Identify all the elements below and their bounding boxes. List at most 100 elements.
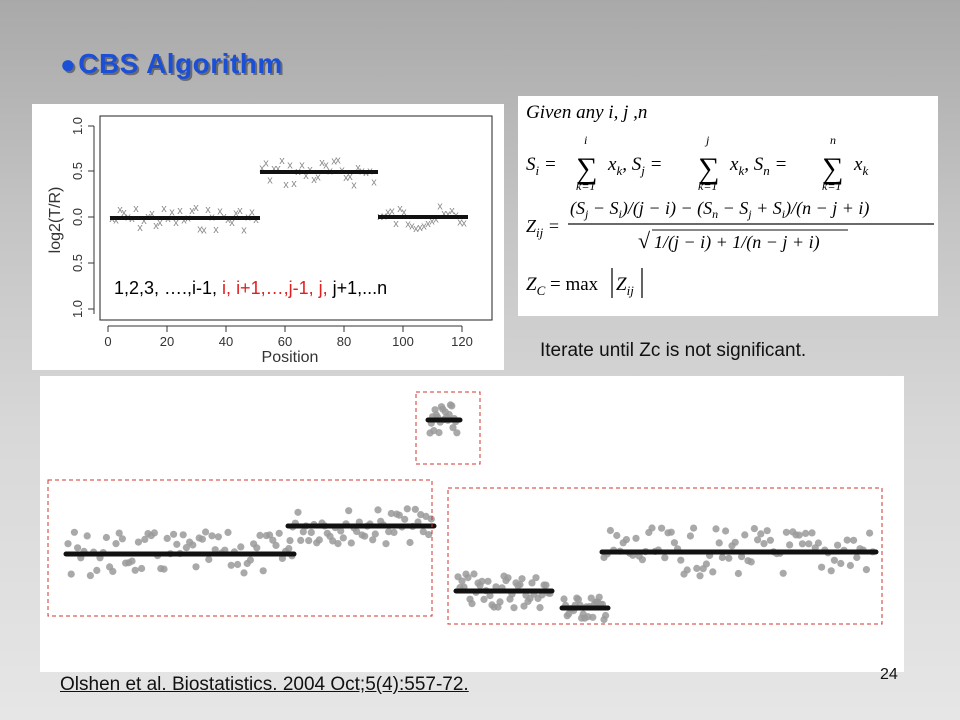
data-point-dot xyxy=(269,536,277,544)
data-point-mark: x xyxy=(343,172,349,184)
data-point-dot xyxy=(406,538,414,547)
data-point-dot xyxy=(738,553,746,561)
data-point-dot xyxy=(690,524,698,532)
data-point-mark: x xyxy=(259,162,265,174)
page-number: 24 xyxy=(880,666,898,683)
z-ij-formula: Zij = (Sj − Si)/(j − i) − (Sn − Sj + Si)… xyxy=(526,198,934,253)
x-tick-label: 80 xyxy=(337,334,351,349)
data-point-dot xyxy=(866,529,874,537)
data-point-mark: x xyxy=(149,208,155,220)
data-point-dot xyxy=(385,528,393,536)
data-point-mark: x xyxy=(113,214,119,226)
data-point-dot xyxy=(74,544,82,552)
index-sequence-bg xyxy=(110,270,482,304)
data-point-mark: x xyxy=(189,205,195,217)
data-point-mark: x xyxy=(133,203,139,215)
data-point-dot xyxy=(638,556,647,564)
data-point-mark: x xyxy=(461,218,467,230)
bottom-segmentation-plot xyxy=(40,376,904,672)
data-point-dot xyxy=(853,553,861,562)
data-point-dot xyxy=(504,574,512,582)
data-point-dot xyxy=(224,528,232,536)
data-point-mark: x xyxy=(449,205,455,217)
data-point-dot xyxy=(337,527,345,535)
data-point-dot xyxy=(118,535,126,543)
y-tick-label: 0.5 xyxy=(70,162,85,180)
formula-text: xk xyxy=(853,154,868,178)
data-point-dot xyxy=(818,563,826,571)
data-point-dot xyxy=(202,528,210,536)
data-point-dot xyxy=(516,581,524,589)
data-point-dot xyxy=(830,556,839,564)
data-point-dot xyxy=(435,429,443,437)
data-point-dot xyxy=(827,567,835,575)
data-point-mark: x xyxy=(117,204,123,216)
data-point-mark: x xyxy=(303,170,309,182)
data-point-dot xyxy=(64,540,72,548)
slide-title: ●CBS Algorithm xyxy=(60,48,283,80)
data-point-dot xyxy=(170,530,178,538)
data-point-dot xyxy=(464,574,472,582)
data-point-dot xyxy=(411,505,419,513)
data-point-dot xyxy=(83,532,91,540)
data-point-dot xyxy=(741,531,749,539)
data-point-mark: x xyxy=(457,216,463,228)
dashed-box-left xyxy=(47,479,433,617)
bullet-icon: ● xyxy=(60,49,77,79)
data-point-mark: x xyxy=(205,204,211,216)
data-point-dot xyxy=(240,569,248,577)
data-point-dot xyxy=(237,543,245,551)
data-point-dot xyxy=(814,539,823,547)
data-point-mark: x xyxy=(197,224,203,236)
data-point-dot xyxy=(285,545,293,553)
data-point-dot xyxy=(138,564,146,573)
formula-text: k=1 xyxy=(698,179,717,193)
iterate-note: Iterate until Zc is not significant. xyxy=(540,340,807,361)
x-tick-label: 60 xyxy=(278,334,292,349)
sqrt-icon: √ xyxy=(638,228,651,253)
data-point-dot xyxy=(403,505,411,513)
data-point-mark: x xyxy=(401,206,407,218)
data-point-mark: x xyxy=(385,206,391,218)
formula-text: ZC = max xyxy=(526,274,599,298)
data-point-mark: x xyxy=(137,222,143,234)
x-tick-label: 20 xyxy=(160,334,174,349)
data-point-dot xyxy=(677,556,685,564)
data-point-dot xyxy=(339,534,347,542)
x-axis: 0 20 40 60 80 100 120 Position xyxy=(104,325,473,366)
sigma-icon: ∑ xyxy=(698,152,719,185)
data-point-dot xyxy=(712,525,720,533)
formula-text: i xyxy=(584,133,587,147)
data-point-dot xyxy=(518,575,526,583)
data-point-dot xyxy=(427,515,435,523)
formula-svg: Given any i, j ,n Si = ∑ i k=1 xk, Sj = … xyxy=(526,102,934,298)
data-point-dot xyxy=(786,541,794,549)
x-tick-label: 120 xyxy=(451,334,473,349)
x-tick-label: 0 xyxy=(104,334,111,349)
top-plot-frame xyxy=(99,115,493,321)
data-point-dot xyxy=(299,528,307,536)
data-point-mark: x xyxy=(173,217,179,229)
data-point-mark: x xyxy=(249,207,255,219)
data-point-dot xyxy=(587,594,595,602)
data-point-dot xyxy=(602,611,610,620)
data-point-dot xyxy=(150,529,158,537)
data-point-dot xyxy=(278,554,286,562)
formula-text: Zij xyxy=(616,274,634,298)
data-point-dot xyxy=(795,531,803,539)
data-point-mark: x xyxy=(141,215,147,227)
data-point-mark: x xyxy=(347,171,353,183)
data-point-mark: x xyxy=(355,162,361,174)
data-point-dot xyxy=(658,524,666,532)
data-point-dot xyxy=(458,577,466,585)
data-point-dot xyxy=(102,533,110,542)
data-point-dot xyxy=(275,529,283,537)
data-point-dot xyxy=(353,527,361,536)
data-point-mark: x xyxy=(429,215,435,227)
data-point-dot xyxy=(496,598,504,606)
data-point-dot xyxy=(329,537,337,545)
formula-text: k=1 xyxy=(822,179,841,193)
